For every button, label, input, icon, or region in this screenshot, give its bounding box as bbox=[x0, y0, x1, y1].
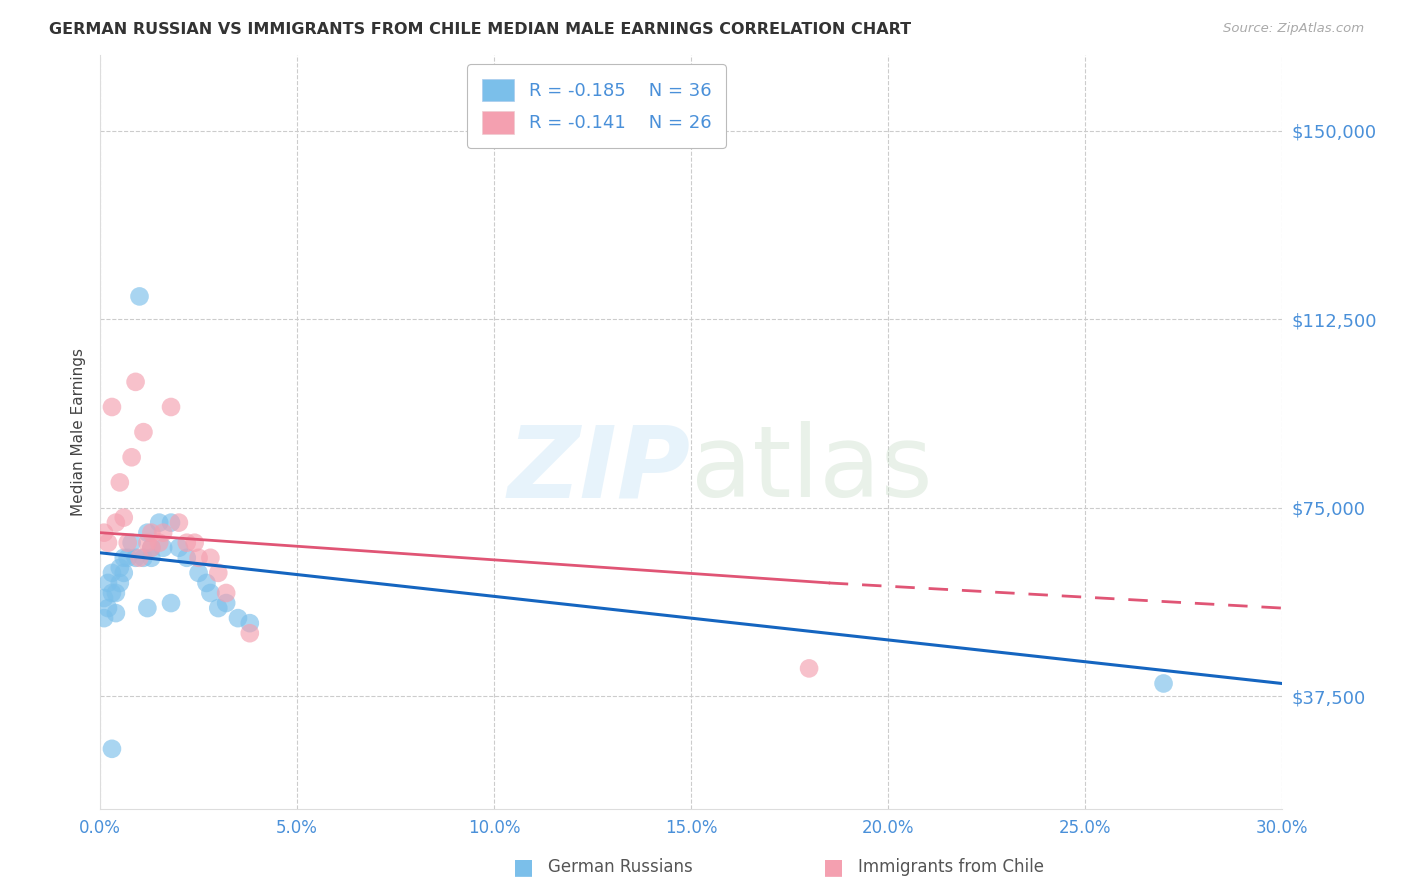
Point bbox=[117, 535, 139, 549]
Point bbox=[239, 626, 262, 640]
Point bbox=[160, 400, 183, 414]
Point bbox=[132, 425, 155, 439]
Point bbox=[207, 566, 229, 580]
Point bbox=[121, 535, 143, 549]
Point bbox=[141, 541, 163, 555]
Point bbox=[112, 550, 135, 565]
Point bbox=[215, 586, 238, 600]
Point bbox=[112, 510, 135, 524]
Point bbox=[101, 741, 124, 756]
Point bbox=[167, 516, 190, 530]
Point bbox=[108, 475, 131, 490]
Point bbox=[136, 601, 159, 615]
Point bbox=[104, 586, 127, 600]
Point bbox=[141, 525, 163, 540]
Text: GERMAN RUSSIAN VS IMMIGRANTS FROM CHILE MEDIAN MALE EARNINGS CORRELATION CHART: GERMAN RUSSIAN VS IMMIGRANTS FROM CHILE … bbox=[49, 22, 911, 37]
Point bbox=[200, 550, 222, 565]
Point bbox=[124, 375, 146, 389]
Point bbox=[141, 550, 163, 565]
Legend: R = -0.185    N = 36, R = -0.141    N = 26: R = -0.185 N = 36, R = -0.141 N = 26 bbox=[467, 64, 725, 148]
Text: Source: ZipAtlas.com: Source: ZipAtlas.com bbox=[1223, 22, 1364, 36]
Point bbox=[176, 535, 198, 549]
Text: ZIP: ZIP bbox=[508, 421, 690, 518]
Point bbox=[136, 535, 159, 549]
Point bbox=[187, 550, 209, 565]
Text: Immigrants from Chile: Immigrants from Chile bbox=[858, 858, 1043, 876]
Point bbox=[141, 541, 163, 555]
Point bbox=[101, 566, 124, 580]
Text: ■: ■ bbox=[823, 857, 844, 877]
Point bbox=[152, 541, 174, 555]
Point bbox=[215, 596, 238, 610]
Text: ■: ■ bbox=[513, 857, 534, 877]
Point bbox=[207, 601, 229, 615]
Point bbox=[160, 516, 183, 530]
Point bbox=[176, 550, 198, 565]
Point bbox=[104, 516, 127, 530]
Point bbox=[797, 661, 820, 675]
Point bbox=[239, 616, 262, 631]
Point bbox=[152, 525, 174, 540]
Point bbox=[93, 525, 115, 540]
Point bbox=[121, 450, 143, 465]
Point bbox=[124, 550, 146, 565]
Point bbox=[148, 535, 170, 549]
Point bbox=[226, 611, 249, 625]
Point bbox=[1153, 676, 1175, 690]
Point bbox=[136, 525, 159, 540]
Point bbox=[128, 289, 150, 303]
Point bbox=[97, 576, 120, 591]
Point bbox=[101, 400, 124, 414]
Point bbox=[93, 611, 115, 625]
Point bbox=[148, 516, 170, 530]
Point bbox=[104, 606, 127, 620]
Point bbox=[183, 535, 205, 549]
Text: German Russians: German Russians bbox=[548, 858, 693, 876]
Point bbox=[167, 541, 190, 555]
Point bbox=[160, 596, 183, 610]
Point bbox=[128, 550, 150, 565]
Point bbox=[117, 550, 139, 565]
Point bbox=[132, 550, 155, 565]
Point bbox=[108, 561, 131, 575]
Point bbox=[108, 576, 131, 591]
Point bbox=[93, 591, 115, 605]
Point bbox=[195, 576, 218, 591]
Point bbox=[97, 601, 120, 615]
Point bbox=[187, 566, 209, 580]
Text: atlas: atlas bbox=[690, 421, 932, 518]
Point bbox=[101, 586, 124, 600]
Point bbox=[200, 586, 222, 600]
Point bbox=[112, 566, 135, 580]
Point bbox=[97, 535, 120, 549]
Y-axis label: Median Male Earnings: Median Male Earnings bbox=[72, 348, 86, 516]
